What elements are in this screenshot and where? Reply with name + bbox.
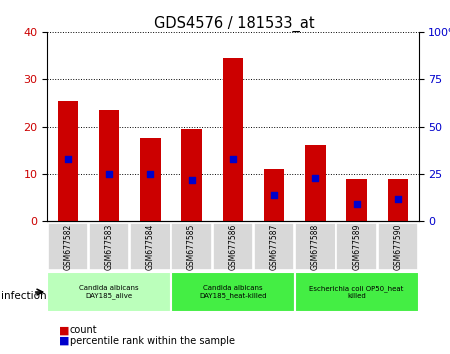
Text: ■: ■ <box>58 336 69 346</box>
Text: Candida albicans
DAY185_alive: Candida albicans DAY185_alive <box>79 285 139 299</box>
Text: GSM677590: GSM677590 <box>393 224 402 270</box>
Text: percentile rank within the sample: percentile rank within the sample <box>70 336 235 346</box>
Text: GSM677589: GSM677589 <box>352 224 361 270</box>
FancyBboxPatch shape <box>337 223 377 270</box>
Text: GSM677587: GSM677587 <box>270 224 279 270</box>
FancyBboxPatch shape <box>171 223 212 270</box>
Text: count: count <box>70 325 97 335</box>
Text: GSM677585: GSM677585 <box>187 224 196 270</box>
Point <box>312 175 319 181</box>
Bar <box>387 179 408 221</box>
FancyBboxPatch shape <box>130 223 171 270</box>
FancyBboxPatch shape <box>378 223 418 270</box>
Text: GSM677583: GSM677583 <box>104 224 113 270</box>
Point <box>394 196 401 201</box>
Point <box>105 171 112 177</box>
Point <box>188 177 195 182</box>
FancyBboxPatch shape <box>89 223 129 270</box>
Point <box>270 192 278 198</box>
Text: Escherichia coli OP50_heat
killed: Escherichia coli OP50_heat killed <box>310 285 404 299</box>
Text: Candida albicans
DAY185_heat-killed: Candida albicans DAY185_heat-killed <box>199 285 266 299</box>
FancyBboxPatch shape <box>213 223 253 270</box>
Bar <box>223 58 243 221</box>
FancyBboxPatch shape <box>47 272 171 313</box>
Bar <box>346 179 367 221</box>
Text: GSM677586: GSM677586 <box>228 224 238 270</box>
Text: infection: infection <box>1 291 46 301</box>
Text: GSM677588: GSM677588 <box>311 224 320 270</box>
FancyBboxPatch shape <box>295 223 336 270</box>
Point <box>147 171 154 177</box>
Bar <box>264 169 284 221</box>
Bar <box>99 110 119 221</box>
Bar <box>181 129 202 221</box>
Text: GDS4576 / 181533_at: GDS4576 / 181533_at <box>154 16 314 32</box>
Point <box>229 156 237 161</box>
Bar <box>58 101 78 221</box>
Bar <box>305 145 326 221</box>
Text: GSM677584: GSM677584 <box>146 224 155 270</box>
Point <box>353 201 360 207</box>
FancyBboxPatch shape <box>254 223 294 270</box>
Text: GSM677582: GSM677582 <box>63 224 72 270</box>
Text: ■: ■ <box>58 325 69 335</box>
FancyBboxPatch shape <box>48 223 88 270</box>
Bar <box>140 138 161 221</box>
Point <box>64 156 72 161</box>
FancyBboxPatch shape <box>171 272 295 313</box>
FancyBboxPatch shape <box>295 272 418 313</box>
